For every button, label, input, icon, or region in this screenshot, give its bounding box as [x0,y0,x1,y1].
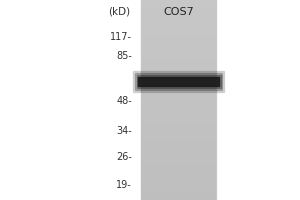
Text: 85-: 85- [116,51,132,61]
Bar [136,75,220,88]
Text: 19-: 19- [116,180,132,190]
Text: 26-: 26- [116,152,132,162]
Text: COS7: COS7 [163,7,194,17]
Bar [134,71,224,92]
Bar [135,72,222,90]
Bar [138,76,219,86]
Text: 48-: 48- [116,96,132,106]
Bar [141,0,216,200]
Text: 34-: 34- [116,126,132,136]
Text: 117-: 117- [110,32,132,42]
Text: (kD): (kD) [108,7,130,17]
